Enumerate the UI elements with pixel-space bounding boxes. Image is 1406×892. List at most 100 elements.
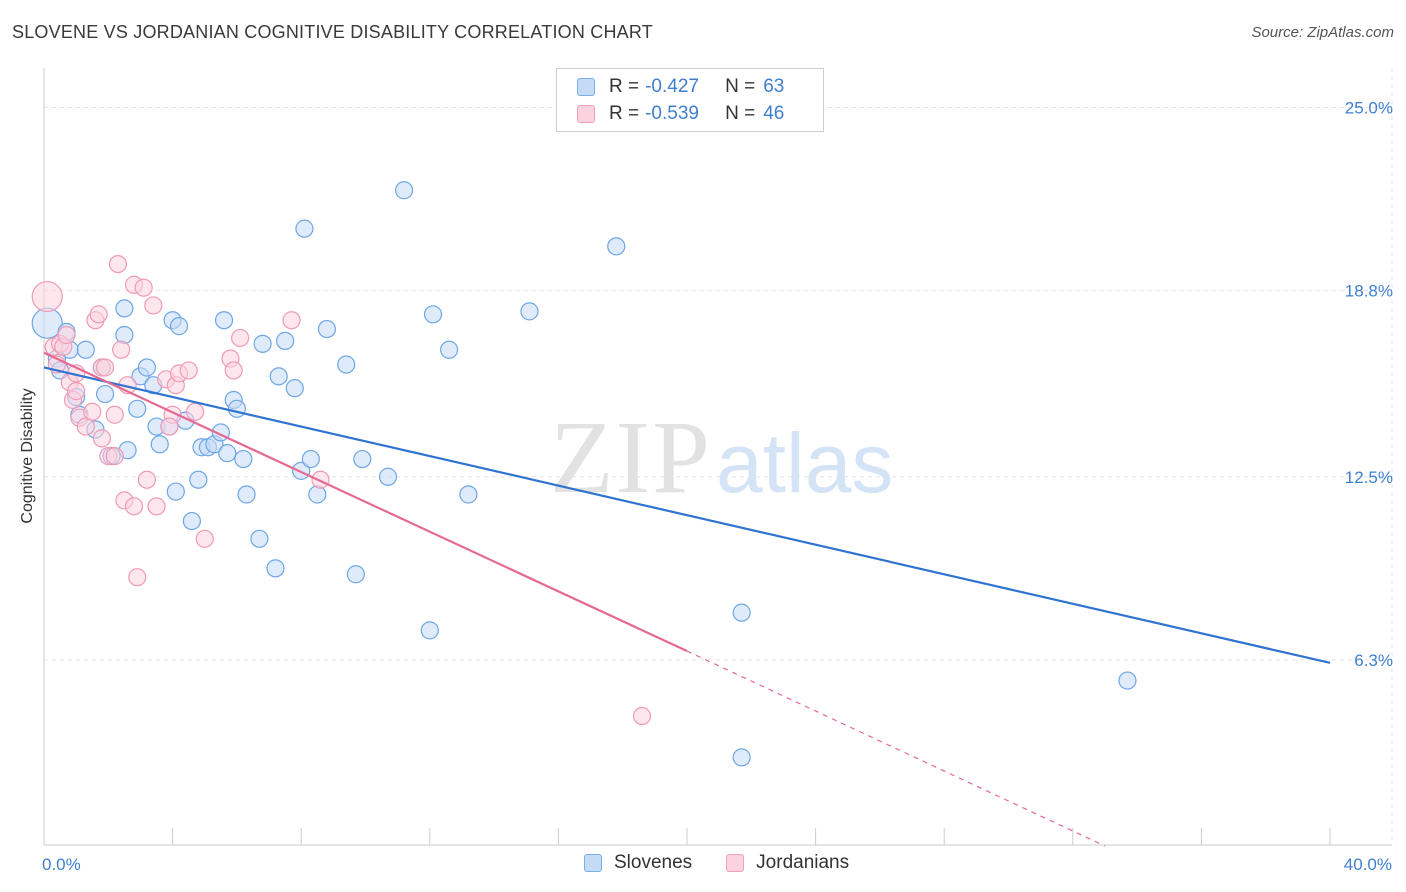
legend-item-slovenes[interactable]: Slovenes <box>584 852 692 874</box>
jordanians-point <box>160 417 179 436</box>
slovenes-point <box>115 325 134 345</box>
slovenes-point <box>346 565 365 584</box>
legend-swatch-jordanians <box>577 105 595 123</box>
slovenes-point <box>285 379 304 398</box>
slovenes-point <box>732 748 751 767</box>
legend-n-value: 46 <box>763 103 785 124</box>
slovenes-point <box>76 340 95 359</box>
legend-r-label: R = <box>609 103 640 124</box>
jordanians-point <box>31 280 63 313</box>
slovenes-point <box>269 367 288 386</box>
slovenes-point <box>378 467 398 486</box>
jordanians-point <box>282 311 301 330</box>
slovenes-point <box>166 482 185 501</box>
jordanians-point <box>67 382 86 401</box>
slovenes-point <box>308 485 327 504</box>
slovenes-point <box>115 299 134 318</box>
slovenes-point <box>1118 671 1137 690</box>
y-tick-label: 12.5% <box>1345 468 1393 487</box>
jordanians-point <box>128 568 147 587</box>
jordanians-point <box>124 497 144 516</box>
slovenes-point <box>337 355 356 374</box>
jordanians-point <box>89 305 108 324</box>
jordanians-point <box>105 446 124 466</box>
slovenes-point <box>607 237 626 256</box>
slovenes-point <box>227 399 246 418</box>
slovenes-point <box>253 334 272 353</box>
legend-swatch-slovenes <box>577 78 595 96</box>
slovenes-point <box>276 331 295 350</box>
y-tick-label: 25.0% <box>1345 99 1393 118</box>
watermark: ZIP atlas <box>550 400 893 515</box>
chart-source: Source: ZipAtlas.com <box>1251 24 1394 41</box>
slovenes-point <box>95 384 115 404</box>
jordanians-point <box>112 340 131 359</box>
axes <box>43 68 1392 846</box>
slovenes-point <box>520 302 539 321</box>
slovenes-point <box>150 435 169 454</box>
jordanians-point <box>57 325 76 345</box>
slovenes-point <box>137 358 156 377</box>
jordanians-point <box>147 497 166 516</box>
legend-n-value: 63 <box>763 76 785 97</box>
legend-label-slovenes: Slovenes <box>614 852 693 873</box>
jordanians-point <box>224 361 243 380</box>
slovenes-point <box>423 305 443 324</box>
slovenes-point <box>182 511 201 531</box>
slovenes-point <box>214 311 234 330</box>
slovenes-point <box>732 603 751 622</box>
slovenes-trend-line <box>43 366 1331 664</box>
x-tick-labels: 0.0% 40.0% <box>42 855 1392 874</box>
jordanians-trend-extension <box>686 650 1106 847</box>
jordanians-point <box>134 278 153 297</box>
y-tick-label: 18.8% <box>1345 282 1393 301</box>
slovenes-point <box>237 485 256 504</box>
jordanians-point <box>144 296 163 315</box>
slovenes-point <box>301 449 320 469</box>
legend-swatch-jordanians <box>726 854 745 872</box>
slovenes-point <box>218 444 237 463</box>
jordanians-point <box>632 706 652 726</box>
jordanians-point <box>311 470 330 489</box>
slovenes-point <box>317 319 337 339</box>
legend-swatch-slovenes <box>584 854 602 872</box>
jordanians-trend-line <box>43 351 688 653</box>
watermark-zip: ZIP <box>550 400 712 515</box>
correlation-legend: R = -0.427 N = 63 R = -0.539 N = 46 <box>556 68 824 132</box>
legend-r-value: -0.539 <box>645 103 699 124</box>
jordanians-point <box>231 328 250 348</box>
jordanians-point <box>95 358 115 377</box>
slovenes-point <box>128 399 147 418</box>
slovenes-point <box>394 181 414 200</box>
legend-n-label: N = <box>725 76 756 97</box>
slovenes-point <box>459 485 478 504</box>
jordanians-point <box>105 405 124 424</box>
jordanians-point <box>108 254 128 274</box>
jordanians-point <box>195 529 214 548</box>
grid-lines <box>44 68 1393 845</box>
slovenes-point <box>439 340 459 359</box>
slovenes-point <box>266 559 285 578</box>
legend-row-slovenes: R = -0.427 N = 63 <box>577 75 784 99</box>
slovenes-point <box>295 219 314 238</box>
watermark-atlas: atlas <box>716 416 893 510</box>
slovenes-point <box>169 317 189 336</box>
legend-row-jordanians: R = -0.539 N = 46 <box>577 102 784 126</box>
legend-item-jordanians[interactable]: Jordanians <box>726 852 849 874</box>
slovenes-point <box>234 449 253 469</box>
jordanians-point <box>137 470 156 489</box>
y-tick-label: 6.3% <box>1354 651 1393 670</box>
slovenes-point <box>189 470 208 489</box>
jordanians-point <box>179 361 198 380</box>
jordanians-point <box>92 429 111 448</box>
legend-r-value: -0.427 <box>645 76 699 97</box>
x-tick-label: 40.0% <box>1344 855 1392 874</box>
chart-title: SLOVENE VS JORDANIAN COGNITIVE DISABILIT… <box>12 22 653 42</box>
slovenes-point <box>250 529 269 548</box>
slovenes-point <box>353 449 372 469</box>
legend-label-jordanians: Jordanians <box>756 852 850 873</box>
jordanians-point <box>186 402 205 421</box>
x-tick-label: 0.0% <box>42 855 81 874</box>
y-tick-labels: 6.3% 12.5% 18.8% 25.0% <box>1345 99 1393 670</box>
